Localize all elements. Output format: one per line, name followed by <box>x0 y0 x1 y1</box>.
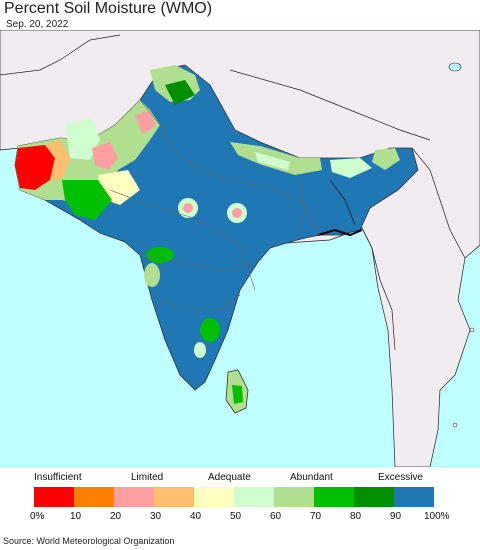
legend-tick-100: 100% <box>424 511 450 522</box>
map-canvas <box>0 30 480 467</box>
legend-tick-90: 90 <box>390 511 402 522</box>
source-credit: Source: World Meteorological Organizatio… <box>3 536 175 546</box>
legend-swatch-0 <box>34 487 74 507</box>
legend-category-insufficient: Insufficient <box>34 472 82 483</box>
legend-category-limited: Limited <box>131 472 164 483</box>
legend-category-adequate: Adequate <box>208 472 251 483</box>
legend-tick-0: 0% <box>30 511 45 522</box>
legend-tick-80: 80 <box>350 511 362 522</box>
legend-tick-10: 10 <box>70 511 82 522</box>
legend-tick-20: 20 <box>110 511 122 522</box>
legend-tick-70: 70 <box>310 511 322 522</box>
legend-swatch-1 <box>74 487 114 507</box>
legend-swatch-3 <box>154 487 194 507</box>
legend-tick-40: 40 <box>190 511 202 522</box>
legend-swatch-2 <box>114 487 154 507</box>
legend-color-bar <box>34 487 434 507</box>
soil-moisture-map <box>0 30 480 467</box>
legend-category-abundant: Abundant <box>290 472 333 483</box>
legend-swatch-4 <box>194 487 234 507</box>
legend-swatch-8 <box>354 487 394 507</box>
map-title: Percent Soil Moisture (WMO) <box>4 0 213 17</box>
legend-swatch-7 <box>314 487 354 507</box>
legend: Insufficient Limited Adequate Abundant E… <box>0 467 480 527</box>
legend-category-excessive: Excessive <box>378 472 424 483</box>
legend-swatch-6 <box>274 487 314 507</box>
legend-tick-60: 60 <box>270 511 282 522</box>
legend-tick-30: 30 <box>150 511 162 522</box>
legend-swatch-5 <box>234 487 274 507</box>
legend-tick-50: 50 <box>230 511 242 522</box>
legend-swatch-9 <box>394 487 434 507</box>
map-date: Sep. 20, 2022 <box>6 19 69 30</box>
